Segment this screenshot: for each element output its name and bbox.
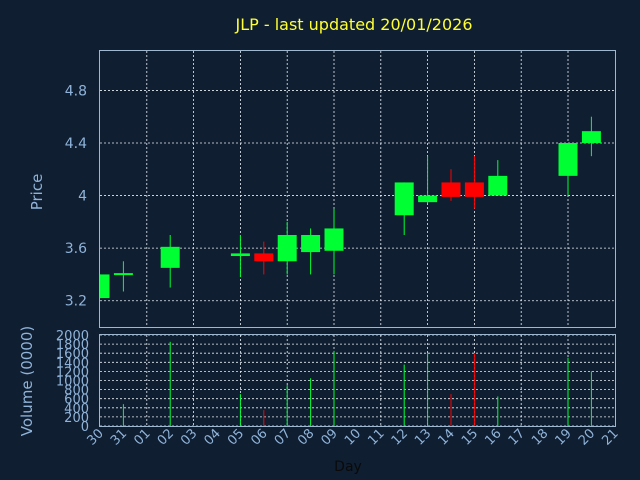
volume-tick-label: 1000: [56, 375, 89, 390]
volume-tick-label: 1800: [56, 338, 89, 353]
volume-tick-label: 200: [64, 411, 89, 426]
volume-axis-title: Volume (0000): [18, 326, 36, 436]
price-panel-frame: [99, 50, 616, 328]
candle-body: [464, 182, 484, 197]
price-tick-label: 4: [78, 189, 87, 205]
price-tick-label: 3.6: [65, 241, 87, 257]
day-axis-title: Day: [334, 459, 362, 475]
candles: [99, 116, 601, 299]
candle-body: [418, 195, 438, 203]
candle-body: [441, 182, 461, 197]
candle-body: [113, 273, 133, 276]
candle-body: [394, 182, 414, 216]
day-axis-ticks: 30 31 01 02 03 04 05 06 07 08 09 10 11 12 13 14 15 16 17 18…: [85, 426, 622, 448]
candle-body: [301, 235, 321, 253]
price-tick-label: 4.4: [65, 136, 87, 152]
chart-title: JLP - last updated 20/01/2026: [234, 15, 472, 34]
volume-tick-label: 600: [64, 393, 89, 408]
volume-tick-label: 1400: [56, 356, 89, 371]
price-axis-title: Price: [28, 174, 46, 211]
volume-bars: [122, 341, 592, 426]
candle-body: [277, 235, 297, 262]
volume-panel-frame: [99, 334, 616, 427]
volume-tick-label: 0: [81, 420, 89, 435]
price-axis-ticks: 3.2 3.6 4 4.4 4.8: [65, 83, 87, 309]
candle-body: [230, 253, 250, 257]
volume-tick-label: 2000: [56, 329, 89, 344]
candle-body: [581, 131, 601, 143]
candle-body: [254, 253, 274, 262]
price-tick-label: 3.2: [65, 294, 87, 310]
price-tick-label: 4.8: [65, 83, 87, 99]
candle-body: [160, 246, 180, 268]
candle-body: [488, 175, 508, 196]
volume-tick-label: 800: [64, 384, 89, 399]
candle-body: [324, 228, 344, 251]
candle-body: [558, 143, 578, 176]
volume-tick-label: 400: [64, 402, 89, 417]
volume-tick-label: 1600: [56, 347, 89, 362]
volume-tick-label: 1200: [56, 365, 89, 380]
candle-body: [100, 274, 110, 299]
